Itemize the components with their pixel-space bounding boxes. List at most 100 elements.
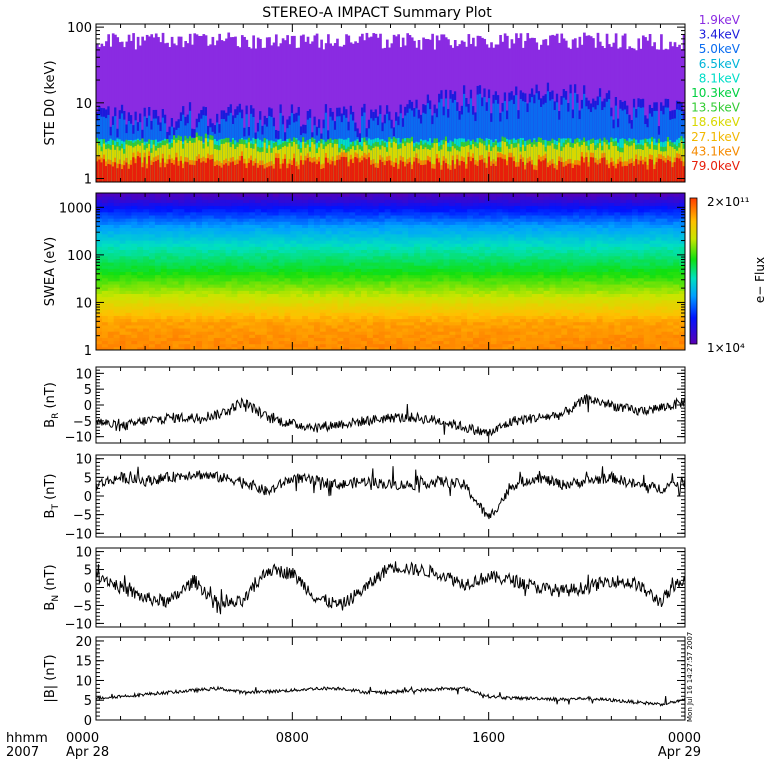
swea-cell	[207, 337, 215, 342]
swea-cell	[143, 268, 150, 272]
swea-cell	[237, 312, 244, 316]
swea-cell	[502, 299, 509, 304]
ste-band-purple	[288, 44, 292, 183]
swea-cell	[343, 258, 350, 263]
swea-cell	[649, 268, 657, 272]
swea-cell	[231, 340, 238, 345]
swea-cell	[620, 346, 627, 351]
swea-cell	[137, 262, 144, 266]
swea-cell	[196, 271, 203, 276]
swea-cell	[584, 265, 592, 269]
swea-cell	[302, 312, 309, 316]
swea-cell	[520, 274, 527, 279]
swea-cell	[313, 340, 321, 345]
ste-band-red	[120, 169, 124, 182]
swea-cell	[196, 268, 203, 272]
swea-cell	[319, 265, 327, 269]
swea-cell	[502, 309, 509, 313]
swea-cell	[390, 277, 397, 282]
swea-cell	[296, 290, 303, 294]
ste-band-red	[320, 168, 323, 182]
swea-cell	[101, 262, 109, 266]
swea-cell	[96, 337, 103, 342]
swea-cell	[178, 337, 185, 342]
swea-cell	[419, 280, 427, 285]
swea-cell	[178, 293, 185, 298]
swea-cell	[260, 296, 268, 301]
swea-cell	[425, 277, 433, 282]
swea-cell	[231, 331, 238, 335]
swea-cell	[555, 296, 562, 301]
swea-cell	[296, 265, 303, 269]
swea-cell	[160, 334, 168, 338]
swea-cell	[679, 321, 686, 326]
swea-cell	[555, 302, 562, 307]
swea-cell	[584, 343, 592, 348]
swea-cell	[225, 277, 232, 282]
swea-cell	[308, 296, 315, 301]
swea-cell	[590, 312, 598, 316]
swea-cell	[431, 274, 439, 279]
swea-cell	[313, 324, 321, 329]
swea-cell	[449, 287, 456, 291]
swea-cell	[331, 265, 338, 269]
swea-cell	[308, 309, 315, 313]
swea-cell	[537, 299, 545, 304]
swea-cell	[166, 258, 174, 263]
ste-band-red	[594, 162, 598, 182]
swea-cell	[308, 318, 315, 323]
swea-cell	[361, 331, 368, 335]
swea-cell	[396, 334, 403, 338]
ste-band-purple	[277, 46, 280, 183]
swea-cell	[443, 271, 450, 276]
swea-cell	[349, 258, 356, 263]
swea-cell	[125, 324, 132, 329]
swea-cell	[160, 296, 168, 301]
swea-cell	[196, 309, 203, 313]
swea-cell	[561, 328, 568, 332]
swea-cell	[390, 299, 397, 304]
swea-cell	[202, 258, 209, 263]
swea-cell	[584, 287, 592, 291]
ste-band-red	[530, 164, 534, 182]
swea-cell	[490, 312, 498, 316]
swea-cell	[284, 331, 291, 335]
swea-cell	[573, 284, 580, 288]
swea-cell	[484, 324, 492, 329]
swea-cell	[590, 328, 598, 332]
swea-cell	[555, 293, 562, 298]
swea-cell	[443, 280, 450, 285]
swea-cell	[190, 293, 197, 298]
swea-cell	[260, 271, 268, 276]
swea-cell	[384, 318, 391, 323]
swea-cell	[584, 271, 592, 276]
swea-cell	[484, 318, 492, 323]
swea-cell	[608, 277, 615, 282]
swea-cell	[378, 290, 386, 294]
swea-cell	[384, 262, 391, 266]
swea-cell	[355, 309, 362, 313]
swea-cell	[255, 312, 262, 316]
swea-cell	[308, 343, 315, 348]
swea-cell	[679, 268, 686, 272]
swea-cell	[219, 324, 227, 329]
swea-cell	[443, 331, 450, 335]
swea-cell	[431, 315, 439, 320]
ste-band-red	[587, 166, 591, 182]
swea-cell	[213, 296, 221, 301]
swea-cell	[190, 312, 197, 316]
swea-cell	[325, 321, 333, 326]
swea-cell	[602, 346, 609, 351]
swea-cell	[343, 321, 350, 326]
swea-cell	[614, 262, 621, 266]
ste-band-red	[632, 165, 636, 182]
swea-cell	[425, 271, 433, 276]
swea-cell	[472, 296, 480, 301]
swea-cell	[296, 277, 303, 282]
ste-band-red	[585, 157, 588, 182]
swea-cell	[372, 284, 380, 288]
swea-cell	[543, 299, 551, 304]
ste-band-red	[358, 162, 362, 182]
swea-cell	[643, 299, 651, 304]
swea-cell	[461, 262, 468, 266]
